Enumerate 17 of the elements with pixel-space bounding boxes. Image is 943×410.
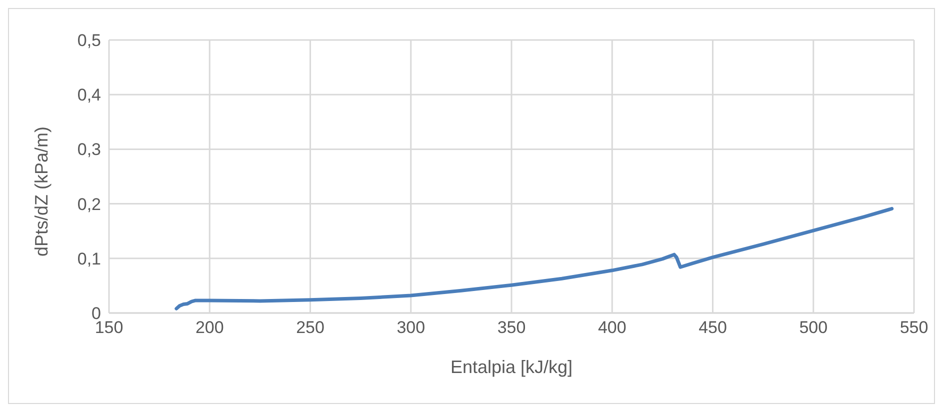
x-tick-label: 550	[900, 318, 928, 338]
y-tick-label: 0,2	[77, 194, 101, 214]
y-axis-title: dPts/dZ (kPa/m)	[31, 126, 52, 256]
y-tick-label: 0,1	[77, 249, 101, 268]
x-tick-label: 150	[94, 318, 124, 338]
y-tick-label: 0,5	[77, 31, 101, 50]
x-tick-label: 300	[396, 318, 426, 338]
x-tick-label: 250	[296, 318, 324, 338]
x-tick-label: 400	[598, 318, 626, 338]
line-series	[174, 206, 894, 310]
y-tick-label: 0,4	[77, 86, 101, 105]
x-tick-label: 200	[195, 318, 224, 338]
y-tick-label: 0,3	[77, 140, 101, 160]
x-tick-label: 450	[698, 318, 727, 338]
x-tick-label: 500	[799, 318, 828, 338]
x-tick-label: 350	[497, 318, 526, 338]
x-axis-title: Entalpia [kJ/kg]	[450, 357, 573, 377]
